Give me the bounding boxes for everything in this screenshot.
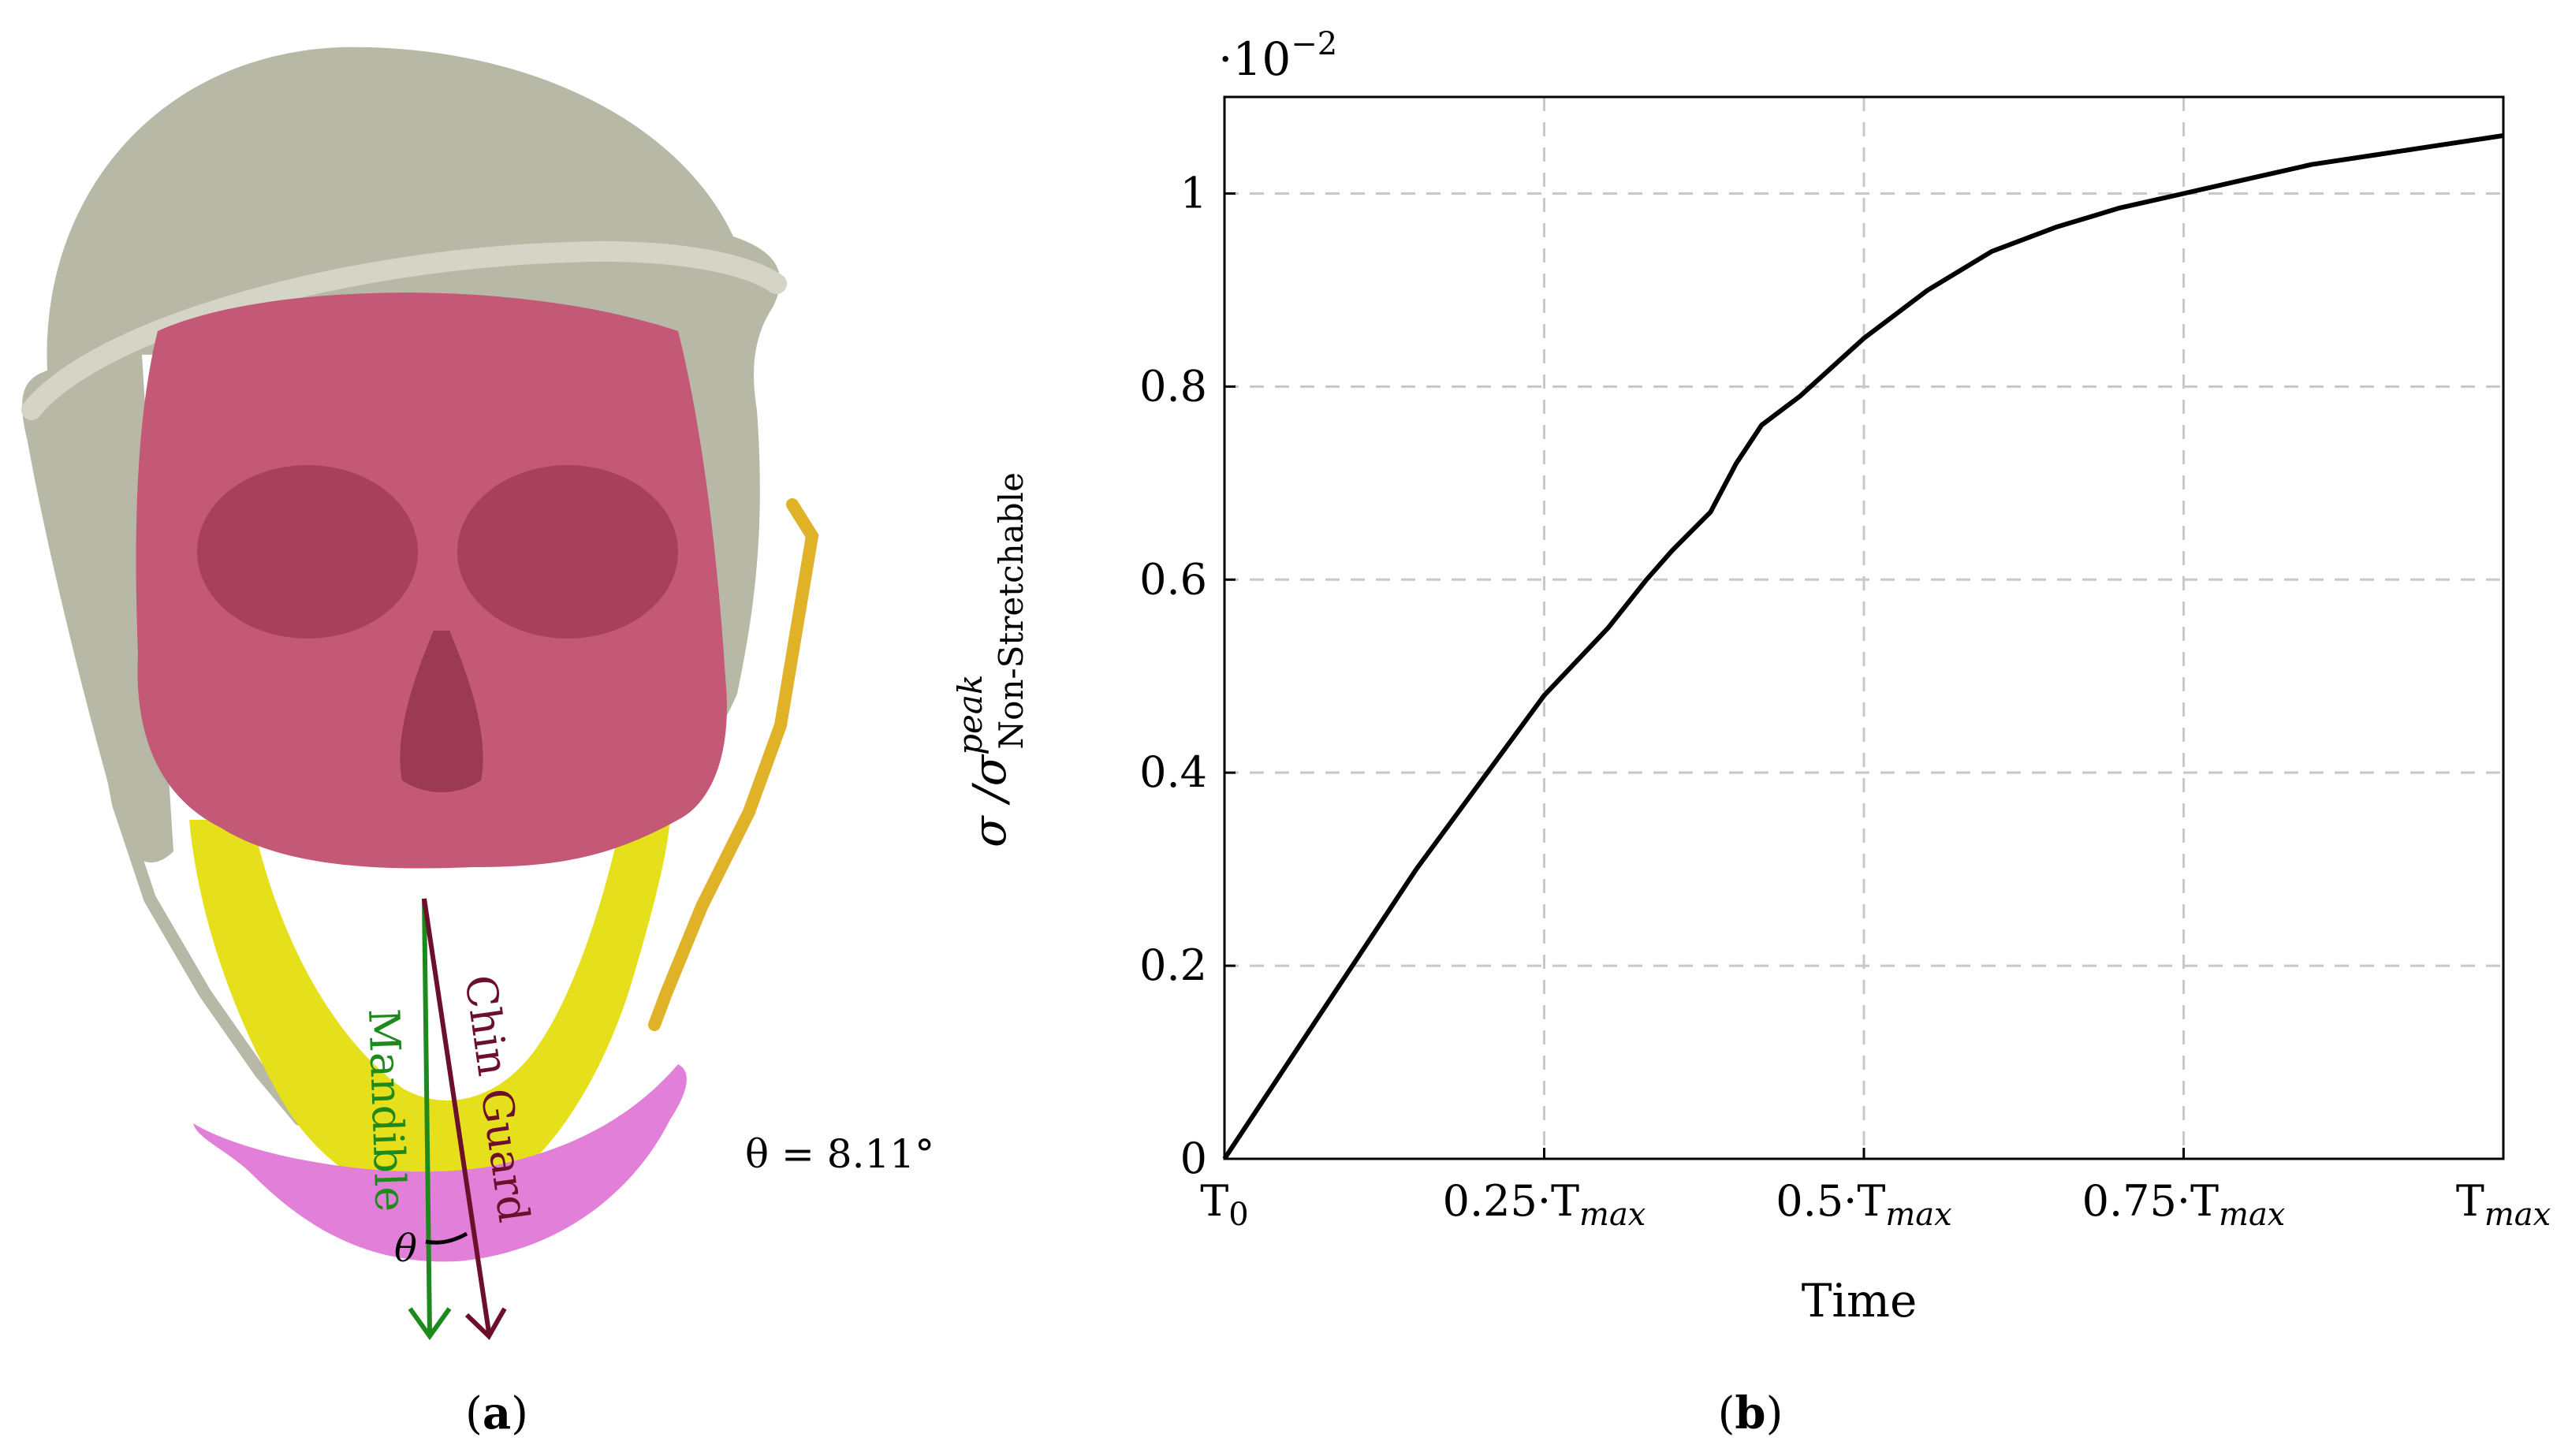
panel-b-chart: T0 0.25·Tmax 0.5·Tmax 0.75·Tmax Tmax 0 0.2 0.4 0… (907, 0, 2568, 1456)
theta-value-label: θ = 8.11° (745, 1131, 935, 1177)
y-tick-label: 0.2 (1139, 940, 1207, 990)
y-tick-label: 0.4 (1139, 747, 1207, 797)
chart-grid (1224, 97, 2503, 1159)
y-tick-label: 1 (1180, 168, 1207, 218)
chart-series-layer (1222, 133, 2504, 1160)
mandible-axis-arrow (422, 898, 432, 1333)
y-tick-label: 0.6 (1139, 554, 1207, 604)
caption-b-letter: b (1735, 1387, 1766, 1439)
helmet-brim (21, 241, 787, 420)
mandible (189, 812, 670, 1202)
angle-arc (425, 1231, 468, 1245)
nose-cavity (400, 631, 483, 792)
x-tick-label: T0 (1200, 1176, 1248, 1233)
skull (136, 292, 727, 869)
y-tick-label: 0 (1180, 1134, 1207, 1183)
caption-b: (b) (1717, 1387, 1783, 1439)
chin-guard-arrowhead (464, 1307, 507, 1340)
x-tick-label: 0.75·Tmax (2082, 1176, 2286, 1233)
x-tick-label: 0.5·Tmax (1776, 1176, 1951, 1233)
head-model-figure: θ Mandible Chin Guard (21, 47, 819, 1341)
right-eye-socket (457, 465, 678, 639)
angle-theta-symbol: θ (394, 1227, 417, 1271)
series-line (1222, 133, 2504, 1160)
y-scale-factor: ·10−2 (1218, 26, 1337, 86)
plot-frame (1223, 95, 2505, 1160)
x-tick-label: Tmax (2456, 1176, 2551, 1233)
right-strap (648, 498, 819, 1031)
chin-guard-axis-arrow (422, 898, 491, 1333)
caption-a-letter: a (482, 1387, 512, 1439)
x-axis-title: Time (1802, 1274, 1918, 1328)
mandible-arrowhead (408, 1307, 452, 1341)
chart-ticks: T0 0.25·Tmax 0.5·Tmax 0.75·Tmax Tmax 0 0.2 0.4 0… (1139, 168, 2551, 1233)
y-tick-label: 0.8 (1139, 361, 1207, 411)
left-eye-socket (197, 465, 418, 639)
mandible-label: Mandible (359, 1007, 416, 1212)
stress-time-chart: T0 0.25·Tmax 0.5·Tmax 0.75·Tmax Tmax 0 0.2 0.4 0… (951, 26, 2551, 1328)
chin-guard (193, 1064, 687, 1262)
caption-a: (a) (464, 1387, 528, 1439)
y-scale-exponent: −2 (1291, 26, 1337, 62)
panel-a-illustration: θ Mandible Chin Guard θ = 8.11° (a) (0, 0, 993, 1456)
x-tick-label: 0.25·Tmax (1443, 1176, 1646, 1233)
y-axis-title: σ /σpeakNon-Stretchable (951, 472, 1031, 847)
